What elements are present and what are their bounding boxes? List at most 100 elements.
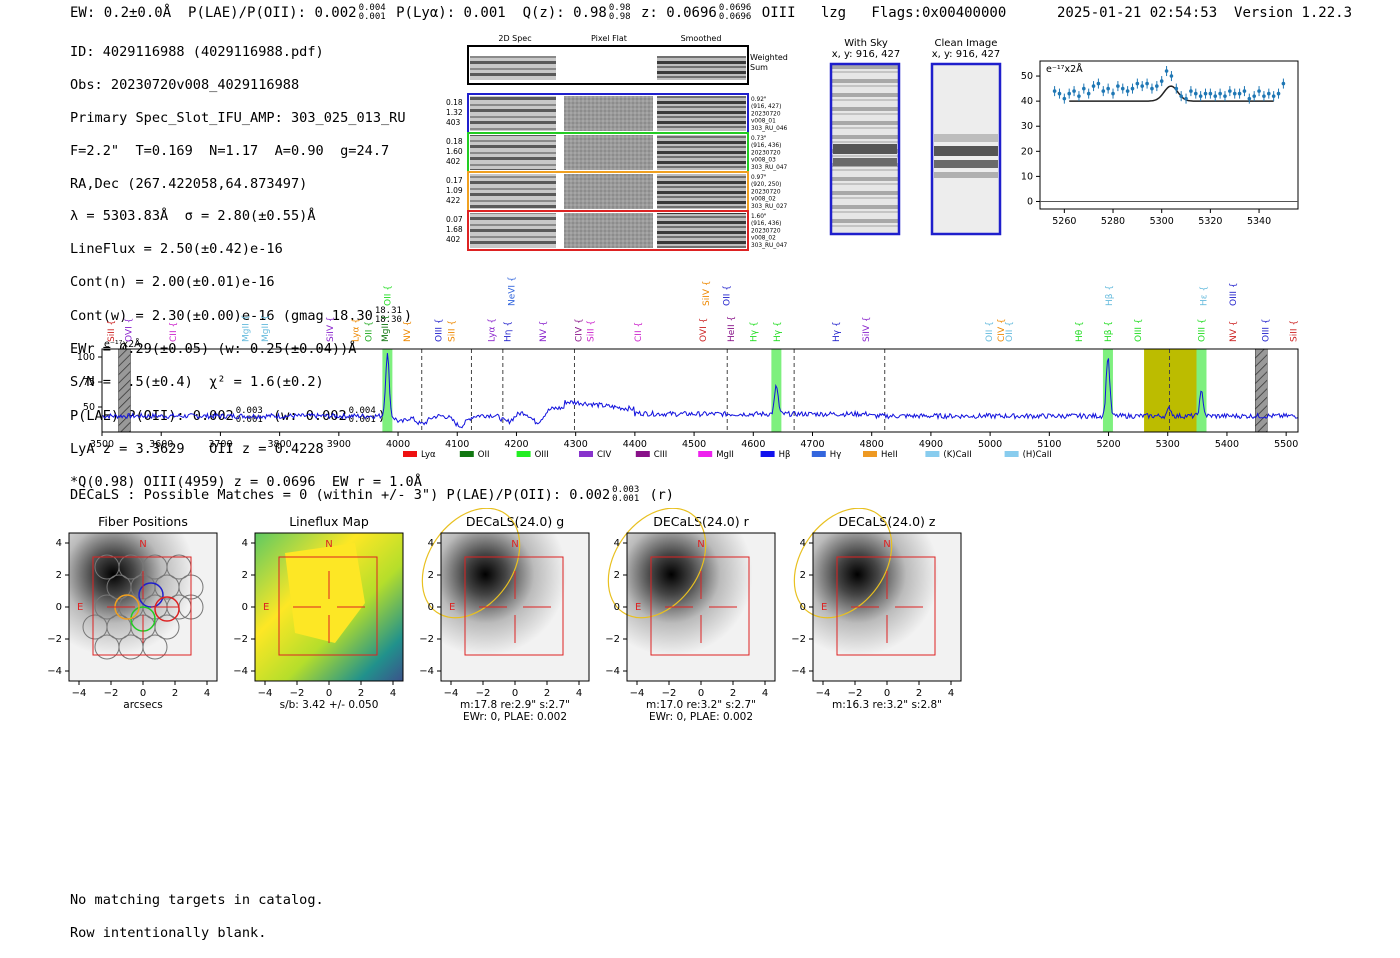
panel-xlabel: arcsecs (123, 699, 162, 711)
legend-swatch (811, 451, 826, 457)
panel-xlabel: m:17.0 re:3.2" s:2.7" (646, 699, 756, 711)
spectrum-xtick-label: 5400 (1215, 439, 1239, 450)
zoom-xtick-label: 5340 (1247, 216, 1271, 227)
info-lambda: λ = 5303.83Å σ = 2.80(±0.55)Å (70, 208, 316, 225)
zoom-data-point (1218, 91, 1222, 96)
aperture-box (464, 556, 564, 656)
panel-xtick-label: −2 (290, 688, 305, 699)
cutout-row-right-label: 303_RU_027 (751, 204, 788, 210)
panel-xtick-label: 2 (730, 688, 736, 699)
masked-band (118, 348, 131, 433)
spectrum-line (101, 352, 1299, 429)
cutout-row-right-label: 0.73" (751, 136, 767, 142)
spectral-line-label: OVI { (125, 318, 135, 342)
header-line: OIII (761, 5, 796, 21)
info-slot: Primary Spec_Slot_IFU_AMP: 303_025_013_R… (70, 110, 406, 127)
panel-ytick-label: 4 (242, 538, 248, 549)
cutout-pixelflat (564, 174, 653, 209)
fiber-circle (154, 614, 180, 640)
spectral-line-label: MgII { (381, 315, 391, 342)
cutout-row-left-label: 1.60 (446, 147, 463, 156)
spectral-line-label: HeII { (727, 316, 737, 342)
header-plya: P(Lyα): 0.001 (396, 5, 506, 21)
emission-band (1102, 349, 1113, 432)
east-label: E (635, 602, 641, 613)
aperture-box (836, 556, 936, 656)
zoom-data-point (1184, 96, 1188, 101)
panel-ytick-label: 0 (428, 602, 434, 613)
aperture-ellipse (793, 508, 893, 619)
cutout-2dspec (470, 174, 556, 209)
zoom-data-point (1062, 96, 1067, 101)
emission-band (382, 349, 393, 432)
zoom-data-point (1130, 86, 1135, 91)
cutout-row-frame (467, 210, 749, 251)
header-qz-range: 0.98 0.98 (608, 3, 631, 22)
spectral-line-label: SiIV { (326, 316, 336, 342)
zoom-data-point (1111, 91, 1115, 96)
zoom-data-point (1169, 74, 1174, 78)
panel-xlabel: m:17.8 re:2.9" s:2.7" (460, 699, 570, 711)
spectrum-xtick-label: 4000 (386, 439, 410, 450)
aperture-ellipse (421, 508, 521, 619)
zoom-data-point (1213, 94, 1218, 98)
panel-ytick-label: −2 (605, 634, 620, 645)
zoom-ytick-label: 30 (1021, 121, 1033, 132)
info-contw: Cont(w) = 2.30(±0.00)e-16 (gmag 18.30 18.… (70, 305, 413, 325)
cutout-col-2dspec: 2D Spec (498, 34, 531, 43)
spectrum-xtick-label: 5200 (1096, 439, 1120, 450)
zoom-data-point (1247, 96, 1252, 101)
spectral-line-label: SiII { (107, 320, 117, 342)
spectral-line-label: CII { (634, 322, 644, 342)
info-radec: RA,Dec (267.422058,64.873497) (70, 175, 308, 192)
east-label: E (449, 602, 455, 613)
zoom-data-point (1252, 94, 1256, 98)
panel-xlabel: s/b: 3.42 +/- 0.050 (280, 699, 379, 711)
panel-ytick-label: 0 (800, 602, 806, 613)
zoom-unit-label: e⁻¹⁷x2Å (1046, 63, 1083, 75)
panel-xtick-label: −4 (258, 688, 273, 699)
panel-xtick-label: 0 (140, 688, 146, 699)
full-spectrum-chart: 3500 3600 3700 3800 3900 4000 4100 4200 4300 4400… (77, 276, 1299, 460)
spectral-line-label: SiII { (1289, 320, 1299, 342)
cutout-col-pixelflat: Pixel Flat (591, 34, 627, 43)
zoom-data-point (1120, 86, 1125, 91)
center-crosshair (665, 571, 737, 643)
spectral-line-label: OIII { (1134, 318, 1144, 342)
legend-swatch (1004, 451, 1019, 457)
cutout-row-left-label: 402 (446, 235, 461, 244)
footer-line-1: No matching targets in catalog. (70, 892, 324, 909)
zoom-data-point (1189, 89, 1193, 93)
legend-swatch (579, 451, 593, 457)
spectrum-xtick-label: 5500 (1274, 439, 1298, 450)
zoom-plot-frame (1039, 60, 1299, 210)
spectrum-xtick-label: 3600 (149, 439, 173, 450)
panel-xtick-label: 4 (762, 688, 768, 699)
cutout-row-right-label: 20230720 (751, 111, 781, 117)
spectral-line-label: OIII { (1229, 282, 1239, 306)
panel-xtick-label: 2 (544, 688, 550, 699)
legend-label: (K)CaII (943, 450, 971, 460)
spectral-line-label: Hγ { (832, 321, 842, 342)
spectral-line-label: NV { (1229, 321, 1239, 342)
spectrum-xtick-label: 5300 (1156, 439, 1180, 450)
header-ew: EW: 0.2±0.0Å (70, 5, 172, 21)
cutout-row-right-label: (920, 250) (751, 182, 781, 188)
center-crosshair (107, 571, 179, 643)
panel-sublabel: EWr: 0, PLAE: 0.002 (463, 711, 567, 723)
panel-xtick-label: 4 (576, 688, 582, 699)
legend-swatch (635, 451, 650, 457)
spectral-line-label: OII { (383, 285, 393, 306)
cutout-smoothed (657, 213, 746, 248)
aperture-box (278, 556, 378, 656)
panel-ytick-label: 4 (800, 538, 806, 549)
spectral-line-label: OIII { (1197, 318, 1207, 342)
zoom-data-point (1101, 89, 1106, 93)
panel-title: DECaLS(24.0) z (839, 514, 936, 529)
zoom-ytick-label: 40 (1021, 96, 1033, 107)
spectral-line-label: Hθ { (1075, 321, 1085, 342)
zoom-data-point (1276, 91, 1281, 96)
header-flags: Flags:0x00400000 (871, 5, 1007, 21)
